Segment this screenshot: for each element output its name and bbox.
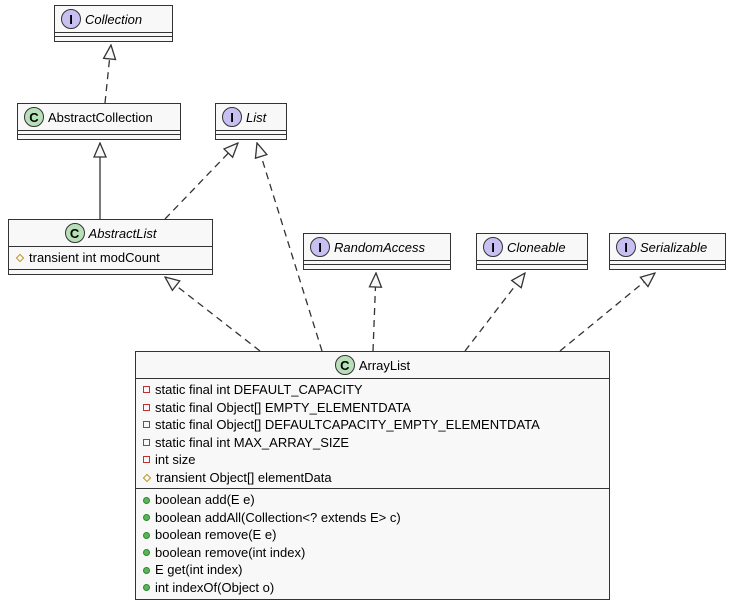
box-randomaccess: I RandomAccess [303,233,451,270]
interface-icon: I [616,237,636,257]
box-cloneable: I Cloneable [476,233,588,270]
package-vis-icon [143,473,151,481]
connector-arraylist-randomaccess [373,273,376,351]
field-row: static final Object[] EMPTY_ELEMENTDATA [141,399,604,417]
box-serializable: I Serializable [609,233,726,270]
box-arraylist: C ArrayList static final int DEFAULT_CAP… [135,351,610,600]
field-text: int size [155,451,195,469]
methods-arraylist: boolean add(E e)boolean addAll(Collectio… [136,489,609,598]
private-vis-icon [143,456,150,463]
private-vis-icon [143,404,150,411]
method-text: boolean addAll(Collection<? extends E> c… [155,509,401,527]
class-icon: C [335,355,355,375]
box-collection: I Collection [54,5,173,42]
field-text: static final Object[] EMPTY_ELEMENTDATA [155,399,411,417]
method-row: boolean remove(int index) [141,544,604,562]
interface-icon: I [483,237,503,257]
header-collection: I Collection [55,6,172,33]
compartment-empty [9,270,212,274]
method-row: boolean remove(E e) [141,526,604,544]
field-text: static final int MAX_ARRAY_SIZE [155,434,349,452]
field-text: static final int DEFAULT_CAPACITY [155,381,363,399]
title-cloneable: Cloneable [507,240,566,255]
method-row: int indexOf(Object o) [141,579,604,597]
method-text: boolean remove(int index) [155,544,305,562]
private-vis-icon [143,386,150,393]
field-row: static final Object[] DEFAULTCAPACITY_EM… [141,416,604,434]
title-arraylist: ArrayList [359,358,410,373]
box-abstractcollection: C AbstractCollection [17,103,181,140]
compartment-empty [216,135,286,139]
connector-abstractlist-list [165,143,238,219]
field-row: static final int MAX_ARRAY_SIZE [141,434,604,452]
connector-abstractcoll-collection [105,45,111,103]
method-row: E get(int index) [141,561,604,579]
public-vis-icon [143,567,150,574]
public-vis-icon [143,497,150,504]
field-text: static final Object[] DEFAULTCAPACITY_EM… [155,416,540,434]
title-list: List [246,110,266,125]
title-serializable: Serializable [640,240,707,255]
method-text: int indexOf(Object o) [155,579,274,597]
header-randomaccess: I RandomAccess [304,234,450,261]
box-abstractlist: C AbstractList transient int modCount [8,219,213,275]
field-text: transient Object[] elementData [156,469,332,487]
title-randomaccess: RandomAccess [334,240,425,255]
method-row: boolean add(E e) [141,491,604,509]
connector-arraylist-cloneable [465,273,525,351]
header-abstractlist: C AbstractList [9,220,212,247]
connector-arraylist-serializable [560,273,655,351]
header-serializable: I Serializable [610,234,725,261]
fields-abstractlist: transient int modCount [9,247,212,270]
field-text: transient int modCount [29,249,160,267]
field-row: int size [141,451,604,469]
header-cloneable: I Cloneable [477,234,587,261]
class-icon: C [24,107,44,127]
header-abstractcollection: C AbstractCollection [18,104,180,131]
field-row: transient int modCount [14,249,207,267]
compartment-empty [477,265,587,269]
method-text: boolean remove(E e) [155,526,276,544]
compartment-empty [304,265,450,269]
private-vis-icon [143,421,150,428]
public-vis-icon [143,584,150,591]
title-collection: Collection [85,12,142,27]
interface-icon: I [61,9,81,29]
header-list: I List [216,104,286,131]
interface-icon: I [310,237,330,257]
package-vis-icon [16,254,24,262]
interface-icon: I [222,107,242,127]
fields-arraylist: static final int DEFAULT_CAPACITYstatic … [136,379,609,489]
title-abstractcollection: AbstractCollection [48,110,153,125]
field-row: static final int DEFAULT_CAPACITY [141,381,604,399]
compartment-empty [610,265,725,269]
connector-arraylist-abstractlist [165,277,260,351]
method-text: E get(int index) [155,561,242,579]
compartment-empty [55,37,172,41]
public-vis-icon [143,532,150,539]
class-icon: C [65,223,85,243]
public-vis-icon [143,514,150,521]
box-list: I List [215,103,287,140]
public-vis-icon [143,549,150,556]
method-row: boolean addAll(Collection<? extends E> c… [141,509,604,527]
method-text: boolean add(E e) [155,491,255,509]
title-abstractlist: AbstractList [89,226,157,241]
header-arraylist: C ArrayList [136,352,609,379]
compartment-empty [18,135,180,139]
field-row: transient Object[] elementData [141,469,604,487]
private-vis-icon [143,439,150,446]
